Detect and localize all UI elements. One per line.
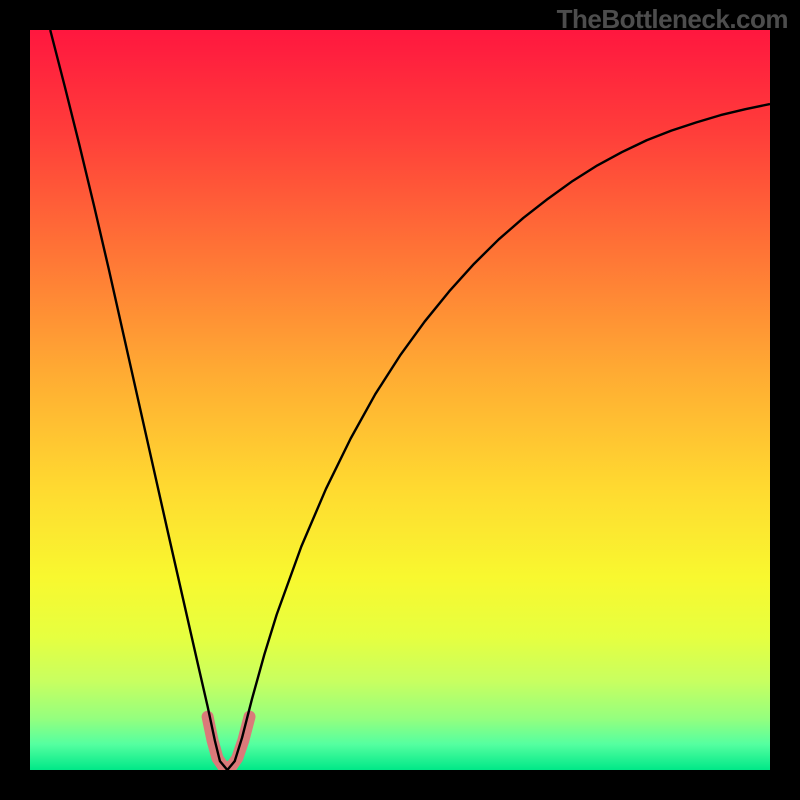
watermark-text: TheBottleneck.com [557, 4, 788, 35]
plot-background-gradient [30, 30, 770, 770]
chart-frame: TheBottleneck.com [0, 0, 800, 800]
bottleneck-curve-chart [0, 0, 800, 800]
